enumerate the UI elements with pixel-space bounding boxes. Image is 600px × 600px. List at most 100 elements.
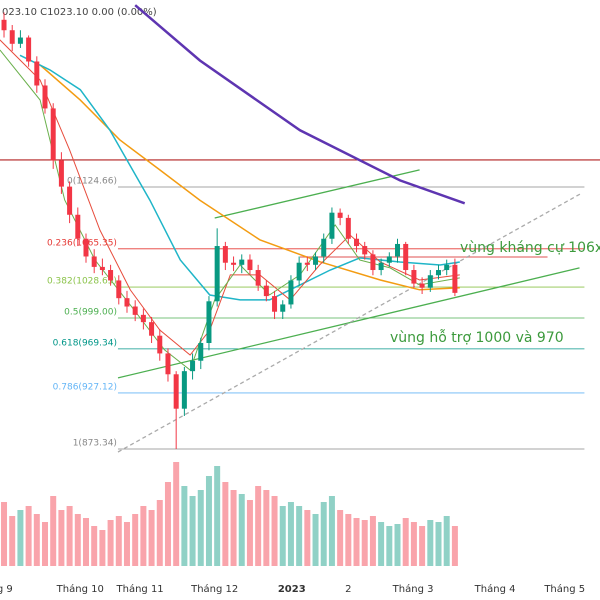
candle-body bbox=[198, 343, 204, 361]
volume-bar bbox=[148, 510, 155, 566]
candle-body bbox=[214, 246, 220, 302]
candle-body bbox=[296, 262, 302, 281]
volume-bar bbox=[197, 490, 204, 566]
candle-body bbox=[436, 270, 442, 276]
x-tick-label: Tháng 10 bbox=[56, 583, 104, 595]
candle-body bbox=[288, 280, 294, 305]
volume-bar bbox=[378, 522, 385, 566]
candle-body bbox=[419, 283, 425, 288]
candle-body bbox=[83, 238, 89, 257]
candle-body bbox=[329, 212, 335, 239]
candle-body bbox=[272, 296, 278, 312]
volume-bar bbox=[164, 482, 171, 566]
volume-bar bbox=[230, 490, 237, 566]
volume-bar bbox=[246, 500, 253, 566]
volume-bar bbox=[82, 518, 89, 566]
candle-body bbox=[206, 301, 212, 344]
volume-bar bbox=[238, 494, 245, 566]
candle-body bbox=[165, 353, 171, 375]
fib-label: 1(873.34) bbox=[73, 438, 117, 448]
volume-bar bbox=[107, 520, 114, 566]
volume-bar bbox=[25, 506, 32, 566]
candle-body bbox=[255, 270, 261, 286]
candle-body bbox=[34, 61, 40, 86]
candle-body bbox=[140, 314, 146, 323]
candle-body bbox=[173, 374, 179, 409]
volume-bar bbox=[328, 496, 335, 566]
candle-body bbox=[26, 37, 32, 62]
fib-label: 0.382(1028.65) bbox=[47, 277, 117, 287]
volume-bar bbox=[312, 514, 319, 566]
candle-body bbox=[395, 243, 401, 257]
volume-bar bbox=[17, 510, 24, 566]
volume-bar bbox=[115, 516, 122, 566]
volume-bar bbox=[410, 522, 417, 566]
trendline bbox=[117, 267, 580, 379]
candle-body bbox=[108, 270, 114, 281]
candle-body bbox=[403, 243, 409, 271]
volume-bar bbox=[173, 462, 180, 566]
candle-body bbox=[263, 285, 269, 297]
moving-average bbox=[39, 64, 460, 291]
volume-bar bbox=[189, 496, 196, 566]
candle-body bbox=[116, 280, 122, 299]
candle-body bbox=[280, 304, 286, 312]
candle-body bbox=[411, 270, 417, 284]
x-tick-label: 2 bbox=[345, 584, 351, 595]
candle-body bbox=[386, 256, 392, 263]
candle-body bbox=[337, 212, 343, 218]
volume-bar bbox=[451, 526, 458, 566]
candle-body bbox=[149, 322, 155, 336]
candle-body bbox=[444, 264, 450, 271]
candle-body bbox=[42, 85, 48, 109]
candle-body bbox=[67, 186, 73, 215]
volume-bar bbox=[66, 506, 73, 566]
volume-bar bbox=[50, 496, 57, 566]
candle-body bbox=[222, 246, 228, 263]
candle-body bbox=[157, 335, 163, 354]
volume-bar bbox=[304, 510, 311, 566]
volume-bar bbox=[361, 520, 368, 566]
candle-body bbox=[190, 360, 196, 372]
volume-bar bbox=[205, 476, 212, 566]
volume-bar bbox=[181, 486, 188, 566]
candle-body bbox=[378, 262, 384, 271]
volume-bar bbox=[42, 522, 49, 566]
candle-body bbox=[313, 256, 319, 265]
volume-bar bbox=[435, 522, 442, 566]
volume-bar bbox=[99, 530, 106, 566]
fib-label: 0.5(999.00) bbox=[64, 307, 117, 317]
volume-bar bbox=[443, 516, 450, 566]
candle-body bbox=[354, 238, 360, 247]
volume-bar bbox=[287, 502, 294, 566]
x-tick-label: Tháng 12 bbox=[190, 583, 238, 595]
candle-body bbox=[304, 262, 310, 265]
volume-bar bbox=[214, 466, 221, 566]
volume-bar bbox=[345, 514, 352, 566]
volume-bar bbox=[353, 518, 360, 566]
candle-body bbox=[231, 262, 237, 265]
volume-bar bbox=[9, 516, 16, 566]
volume-bar bbox=[369, 516, 376, 566]
volume-bar bbox=[156, 500, 163, 566]
volume-bar bbox=[33, 514, 40, 566]
candle-body bbox=[124, 298, 130, 307]
moving-average bbox=[134, 4, 466, 205]
x-tick-label: Tháng 4 bbox=[474, 583, 516, 595]
volume-bar bbox=[1, 502, 8, 566]
volume-bar bbox=[427, 520, 434, 566]
candle-body bbox=[452, 264, 458, 293]
x-tick-label: g 9 bbox=[0, 584, 13, 595]
candle-body bbox=[427, 275, 433, 288]
volume-bar bbox=[263, 490, 270, 566]
volume-bar bbox=[132, 514, 139, 566]
x-tick-label: Tháng 5 bbox=[543, 583, 585, 595]
candle-body bbox=[181, 371, 187, 409]
trendline bbox=[214, 169, 420, 219]
volume-bar bbox=[271, 496, 278, 566]
volume-bar bbox=[386, 526, 393, 566]
x-tick-label: Tháng 3 bbox=[392, 583, 434, 595]
volume-bar bbox=[255, 486, 262, 566]
candle-body bbox=[50, 108, 56, 161]
